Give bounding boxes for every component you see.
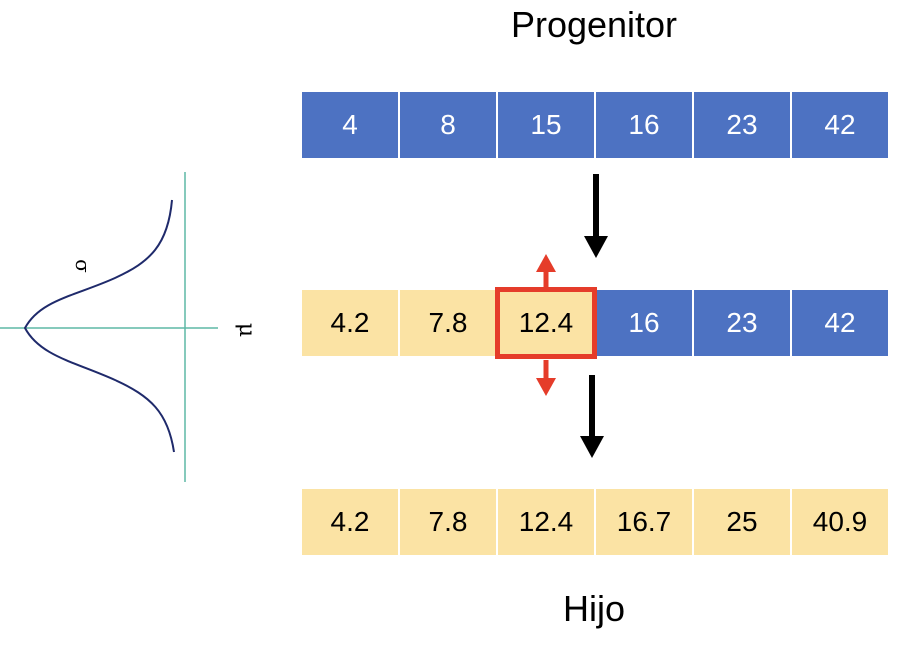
mutation-down-arrow [536, 360, 556, 396]
arrow-head [580, 436, 604, 458]
parent-cell-5: 23 [694, 92, 790, 158]
child-cell-6: 40.9 [792, 489, 888, 555]
mutating-cell-1: 4.2 [302, 290, 398, 356]
mutating-cell-5: 23 [694, 290, 790, 356]
child-cell-4: 16.7 [596, 489, 692, 555]
child-title: Hijo [562, 588, 625, 629]
sigma-label: σ [71, 259, 95, 273]
child-cell-5: 25 [694, 489, 790, 555]
gaussian-distribution: σ μ [0, 172, 259, 482]
child-cell-1: 4.2 [302, 489, 398, 555]
arrow-head [536, 378, 556, 396]
mutating-row: 4.2 7.8 12.4 16 23 42 [302, 287, 888, 359]
mu-label: μ [234, 323, 259, 337]
child-row: 4.2 7.8 12.4 16.7 25 40.9 [302, 489, 888, 555]
arrow-parent-to-mutation [584, 174, 608, 258]
child-cell-3: 12.4 [498, 489, 594, 555]
arrow-mutation-to-child [580, 375, 604, 458]
gaussian-curve [23, 199, 175, 453]
mutating-cell-4: 16 [596, 290, 692, 356]
parent-cell-2: 8 [400, 92, 496, 158]
child-cell-2: 7.8 [400, 489, 496, 555]
arrow-head [584, 236, 608, 258]
arrow-head [536, 254, 556, 272]
parent-cell-6: 42 [792, 92, 888, 158]
parent-cell-4: 16 [596, 92, 692, 158]
mutating-cell-2: 7.8 [400, 290, 496, 356]
mutation-up-arrow [536, 254, 556, 288]
parent-title: Progenitor [510, 4, 678, 45]
mutating-cell-3: 12.4 [495, 287, 597, 359]
parent-cell-3: 15 [498, 92, 594, 158]
parent-cell-1: 4 [302, 92, 398, 158]
parent-row: 4 8 15 16 23 42 [302, 92, 888, 158]
mutating-cell-6: 42 [792, 290, 888, 356]
